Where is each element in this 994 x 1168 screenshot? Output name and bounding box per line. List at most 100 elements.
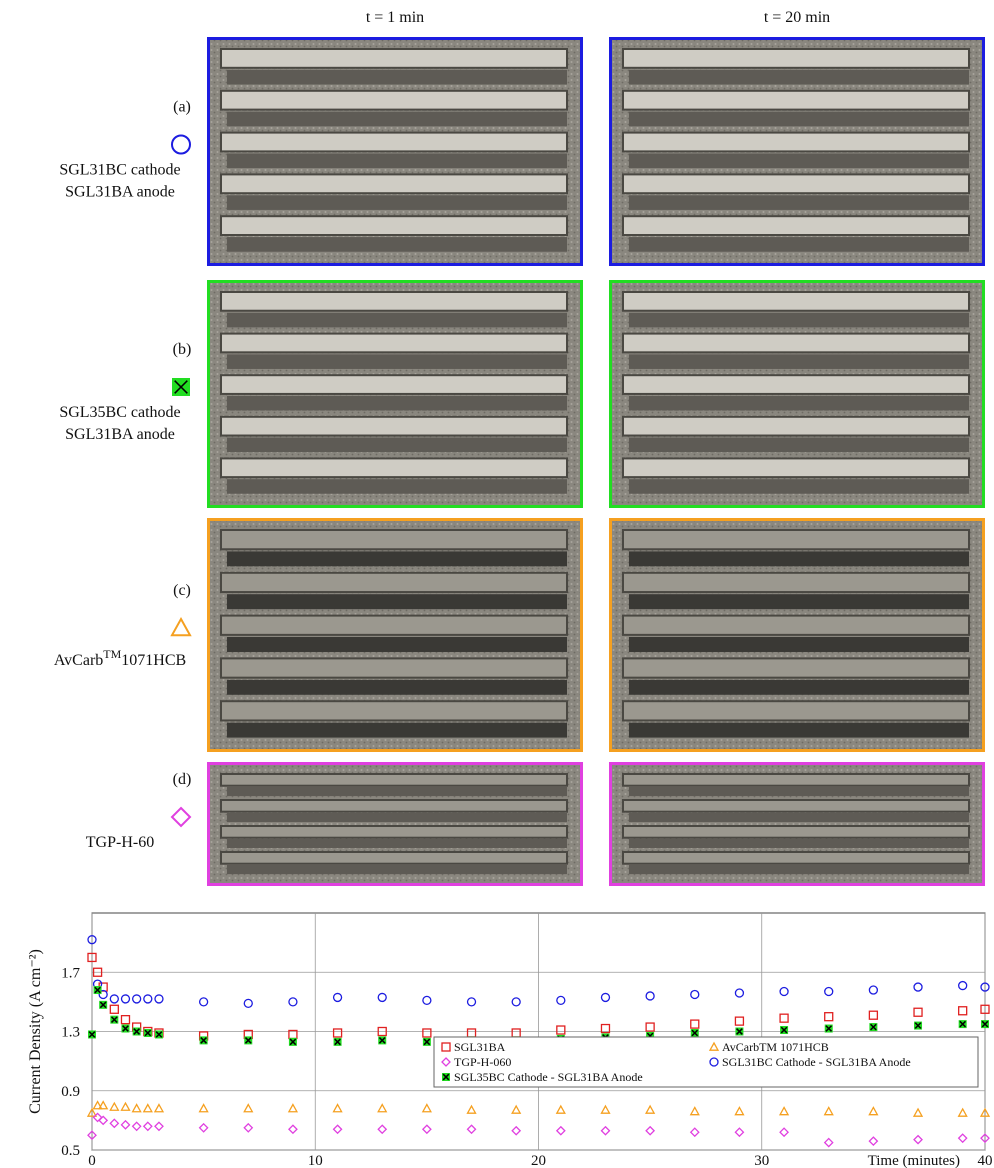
land [623,375,969,394]
column-header: t = 20 min [764,9,830,26]
photo [609,518,985,752]
marker [423,1038,431,1046]
marker [244,1036,252,1044]
land [221,701,567,720]
land [623,292,969,311]
marker [334,1038,342,1046]
channel [629,839,969,848]
figure: t = 1 mint = 20 min(a)SGL31BC cathodeSGL… [0,0,994,1168]
marker [981,1020,989,1028]
channel [629,195,969,210]
land [221,375,567,394]
y-axis-label: Current Density (A cm⁻²) [27,949,44,1114]
photo [609,37,985,266]
photo [609,280,985,508]
y-tick-label: 0.9 [61,1084,80,1100]
land [221,774,567,786]
channel [227,787,567,796]
channel [227,839,567,848]
panel-text-sup: TM [103,647,121,661]
legend-label: SGL31BA [454,1040,506,1054]
marker [99,1001,107,1009]
land [221,133,567,152]
channel [629,551,969,566]
panel-label: (c) [173,582,191,599]
x-axis-label: Time (minutes) [868,1153,960,1168]
marker [88,1030,96,1038]
channel [629,112,969,127]
panel-label: (a) [173,99,191,116]
land [221,658,567,677]
marker [914,1022,922,1030]
y-tick-label: 1.3 [61,1025,80,1041]
photo [609,762,985,886]
panel-text: AvCarbTM1071HCB [54,647,186,669]
land [221,573,567,592]
marker [155,1030,163,1038]
marker [780,1026,788,1034]
y-tick-label: 1.7 [61,965,80,981]
marker [869,1023,877,1031]
legend-label: TGP-H-060 [454,1055,511,1069]
channel [629,723,969,738]
channel [227,680,567,695]
channel [227,354,567,369]
marker [172,619,190,635]
channel [227,813,567,822]
channel [629,479,969,494]
x-tick-label: 0 [88,1153,96,1168]
channel [629,438,969,453]
channel [227,438,567,453]
x-tick-label: 10 [308,1153,323,1168]
channel [227,154,567,169]
channel [629,787,969,796]
photo [207,280,583,508]
marker [200,1036,208,1044]
channel [629,237,969,252]
land [623,826,969,838]
photo [207,518,583,752]
photo [207,37,583,266]
panel-label: (d) [173,771,192,788]
land [623,334,969,353]
panel-text: SGL31BC cathode [59,162,180,179]
land [221,800,567,812]
land [623,658,969,677]
channel [227,865,567,874]
land [221,334,567,353]
x-tick-label: 20 [531,1153,546,1168]
marker [133,1028,141,1036]
marker [289,1038,297,1046]
channel [227,637,567,652]
land [221,852,567,864]
channel [629,637,969,652]
panel-text-part: AvCarb [54,652,103,669]
panel-text-part: 1071HCB [121,652,186,669]
channel [227,594,567,609]
land [221,530,567,549]
channel [227,551,567,566]
marker [172,808,190,826]
panel-text: SGL35BC cathode [59,404,180,421]
channel [629,594,969,609]
marker [144,1029,152,1037]
marker [442,1073,450,1081]
panel-text: SGL31BA anode [65,426,175,443]
land [221,174,567,193]
channel [227,723,567,738]
land [221,292,567,311]
land [623,216,969,235]
channel [227,396,567,411]
land [623,49,969,68]
legend-label: SGL35BC Cathode - SGL31BA Anode [454,1070,643,1084]
land [623,91,969,110]
land [623,174,969,193]
land [623,774,969,786]
channel [227,195,567,210]
panel-text: SGL31BA anode [65,184,175,201]
land [623,616,969,635]
marker [121,1025,129,1033]
channel [227,70,567,85]
land [623,573,969,592]
channel [629,70,969,85]
